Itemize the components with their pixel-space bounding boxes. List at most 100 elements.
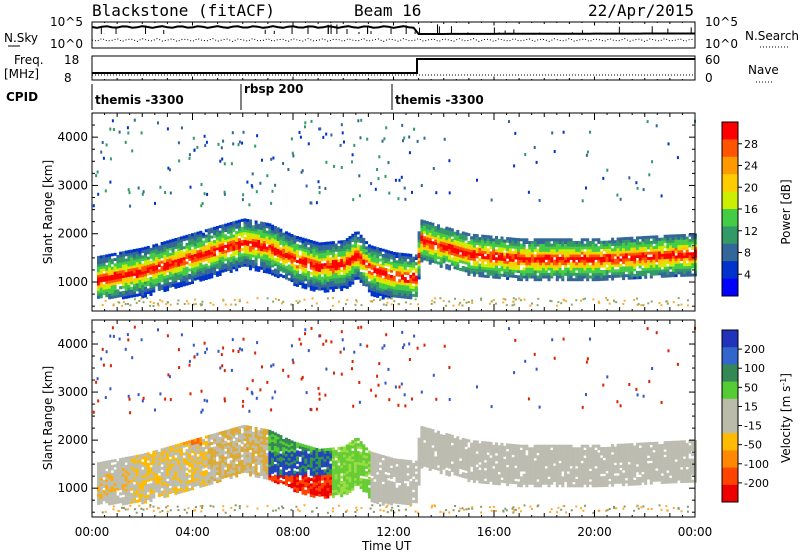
power-cell: [500, 265, 504, 269]
power-cell: [176, 302, 179, 305]
power-cell: [511, 264, 515, 268]
power-cell: [611, 258, 615, 262]
power-cell: [340, 277, 344, 281]
power-cell: [539, 248, 543, 252]
power-cell: [235, 257, 239, 261]
power-cell: [478, 245, 482, 248]
power-cell: [301, 277, 305, 281]
power-cell: [682, 241, 686, 245]
velocity-cell: [218, 455, 222, 459]
velocity-cell: [282, 454, 286, 458]
power-cell: [615, 301, 618, 304]
velocity-cell: [210, 457, 214, 461]
velocity-cell: [279, 464, 283, 468]
power-cell: [553, 254, 556, 258]
power-cell: [345, 243, 349, 247]
velocity-cell: [268, 464, 272, 468]
power-cell: [240, 253, 244, 257]
power-cell: [133, 118, 136, 122]
power-cell: [307, 249, 311, 253]
power-cell: [185, 279, 189, 283]
power-cell: [403, 255, 407, 259]
velocity-cell: [168, 488, 172, 492]
power-cell: [251, 225, 255, 229]
power-cell: [594, 278, 598, 282]
velocity-cell: [210, 447, 214, 451]
power-cell: [561, 256, 565, 260]
power-cell: [395, 260, 399, 264]
velocity-cell: [108, 502, 112, 506]
power-cell: [112, 303, 115, 306]
power-cell: [390, 251, 393, 255]
power-cell: [630, 265, 634, 269]
power-cell: [124, 303, 127, 305]
power-cell: [204, 144, 207, 148]
power-cell: [121, 269, 125, 273]
power-cell: [121, 277, 125, 281]
power-cell: [155, 275, 159, 279]
power-cell: [160, 273, 164, 277]
power-cell: [530, 267, 534, 271]
velocity-cell: [276, 465, 280, 469]
power-cell: [177, 237, 181, 241]
velocity-cell: [179, 477, 183, 481]
power-cell: [163, 273, 167, 276]
power-cell: [404, 197, 407, 201]
power-cell: [213, 269, 217, 273]
power-cell: [345, 248, 349, 252]
power-cell: [218, 225, 222, 229]
power-cell: [359, 261, 363, 265]
power-cell: [398, 255, 402, 259]
power-cell: [326, 289, 330, 293]
power-cell: [102, 254, 106, 258]
power-cell: [362, 261, 366, 265]
velocity-cell: [196, 469, 200, 473]
power-cell: [666, 237, 670, 241]
velocity-cell: [202, 457, 205, 461]
power-cell: [558, 241, 562, 244]
velocity-cell: [246, 441, 250, 445]
power-cell: [677, 247, 681, 251]
power-cell: [334, 280, 338, 284]
power-cell: [425, 231, 429, 235]
power-cell: [671, 255, 675, 259]
power-cell: [254, 260, 258, 264]
velocity-cell: [196, 445, 200, 449]
power-cell: [619, 271, 623, 275]
power-cell: [207, 241, 211, 245]
power-cell: [431, 236, 435, 239]
power-cell: [420, 232, 424, 236]
power-cell: [417, 239, 421, 243]
velocity-cell: [262, 428, 266, 432]
power-cell: [591, 254, 595, 258]
power-cell: [445, 245, 449, 249]
velocity-cell: [249, 431, 252, 435]
velocity-cell: [199, 471, 203, 475]
velocity-cell: [105, 473, 109, 477]
velocity-cell: [182, 442, 186, 445]
power-cell: [508, 274, 512, 278]
power-cell: [348, 243, 352, 247]
power-cell: [530, 262, 534, 266]
velocity-cell: [152, 490, 156, 494]
power-cell: [622, 258, 626, 262]
power-cell: [403, 258, 407, 262]
power-cell: [273, 271, 277, 275]
power-cell: [108, 264, 112, 268]
power-cell: [279, 265, 283, 269]
velocity-cell: [141, 474, 145, 478]
power-cell: [323, 247, 327, 251]
power-cell: [182, 272, 186, 276]
power-cell: [121, 253, 125, 257]
power-cell: [287, 256, 291, 260]
velocity-cell: [188, 451, 192, 454]
velocity-cell: [246, 438, 250, 442]
power-cell: [171, 283, 175, 287]
velocity-cell: [155, 465, 159, 469]
velocity-cell: [218, 431, 222, 435]
velocity-cell: [110, 493, 114, 497]
velocity-cell: [218, 471, 222, 475]
velocity-cell: [133, 497, 136, 501]
power-cell: [428, 251, 432, 255]
power-cell: [99, 295, 103, 299]
